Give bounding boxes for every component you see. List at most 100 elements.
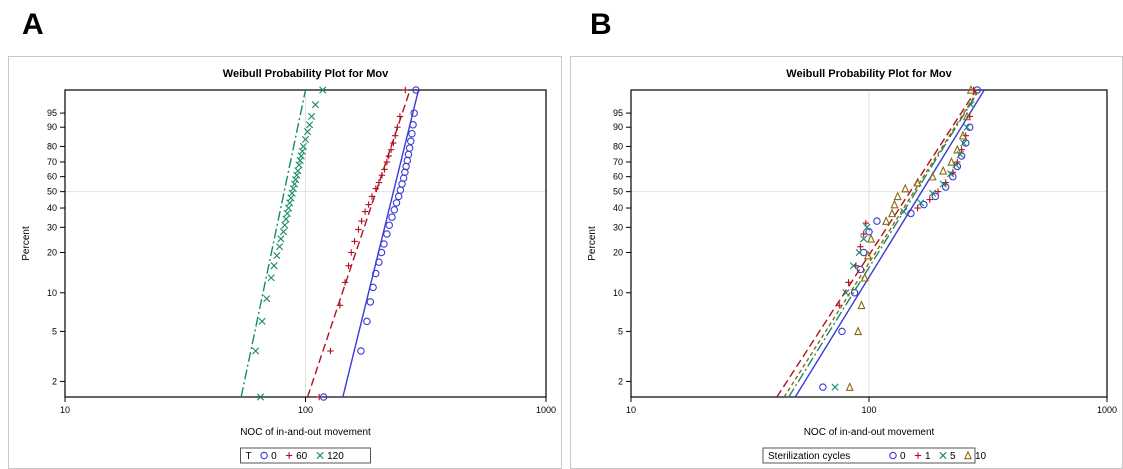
- data-point-60: [341, 279, 349, 286]
- data-point-120: [256, 393, 265, 401]
- data-point-0: [407, 137, 415, 146]
- data-point-120: [288, 189, 296, 197]
- chart-panel-a: Weibull Probability Plot for Mov 2 5 10 20 30…: [8, 56, 562, 469]
- y-tick-label: 95: [47, 108, 57, 118]
- y-tick-label: 2: [618, 376, 623, 386]
- data-point-120: [292, 176, 300, 184]
- legend-label-5: 5: [950, 451, 956, 462]
- data-point-120: [283, 209, 291, 218]
- data-point-120: [289, 184, 297, 193]
- data-point-5: [917, 199, 925, 207]
- panel-letter-a: A: [22, 8, 44, 41]
- data-point-10: [857, 300, 866, 310]
- data-point-10: [953, 144, 962, 154]
- y-tick-label: 60: [47, 172, 57, 182]
- y-tick-label: 2: [52, 376, 57, 386]
- data-point-60: [375, 179, 383, 186]
- data-point-120: [281, 221, 289, 229]
- data-point-1: [949, 169, 957, 176]
- series-0-a: [319, 86, 420, 401]
- data-point-60: [327, 347, 334, 355]
- y-tick-label: 50: [613, 187, 623, 197]
- data-point-10: [860, 272, 869, 282]
- data-point-60: [394, 124, 401, 131]
- weibull-plot-a: Weibull Probability Plot for Mov 2 5 10 20 30…: [21, 68, 556, 464]
- data-point-120: [295, 161, 303, 169]
- data-point-60: [402, 86, 409, 94]
- data-point-120: [311, 101, 320, 109]
- x-tick-label: 10: [60, 405, 70, 415]
- data-point-0: [850, 289, 859, 297]
- data-point-60: [391, 132, 399, 139]
- legend-title: T: [246, 451, 252, 462]
- data-point-0: [962, 139, 970, 147]
- data-point-0: [402, 162, 410, 171]
- data-point-0: [408, 129, 416, 138]
- x-tick-label: 10: [626, 405, 636, 415]
- x-tick-label: 1000: [536, 405, 556, 415]
- data-point-0: [931, 192, 940, 201]
- fit-line-1: [776, 90, 977, 397]
- data-point-10: [901, 183, 910, 193]
- data-point-0: [405, 144, 414, 152]
- data-point-10: [947, 157, 956, 166]
- fit-line-0: [794, 90, 985, 397]
- series-10-b: [783, 84, 979, 397]
- data-point-120: [319, 86, 327, 94]
- y-tick-label: 60: [613, 172, 623, 182]
- data-point-120: [296, 156, 304, 165]
- data-point-0: [375, 258, 383, 266]
- data-point-0: [377, 248, 386, 257]
- series-5-b: [788, 90, 980, 397]
- data-point-120: [273, 251, 281, 260]
- data-point-1: [862, 219, 870, 227]
- data-point-5: [900, 208, 908, 216]
- panel-letter-b: B: [590, 8, 612, 41]
- legend-marker-60: [285, 452, 293, 459]
- legend-label-60: 60: [296, 451, 308, 462]
- data-point-60: [383, 158, 391, 166]
- x-tick-label: 100: [861, 405, 876, 415]
- legend-marker-1: [914, 452, 922, 459]
- data-point-5: [863, 223, 871, 231]
- data-point-60: [368, 193, 376, 200]
- data-point-0: [390, 206, 399, 214]
- data-point-60: [387, 146, 395, 153]
- data-point-10: [962, 111, 972, 121]
- data-point-120: [287, 194, 295, 202]
- chart-panel-b: Weibull Probability Plot for Mov 2 5 10 20 30…: [570, 56, 1123, 469]
- data-point-120: [299, 142, 307, 151]
- data-point-10: [866, 233, 876, 243]
- data-point-0: [920, 200, 928, 209]
- data-point-10: [882, 216, 891, 225]
- data-point-0: [369, 283, 377, 292]
- data-point-5: [960, 139, 968, 147]
- data-point-0: [856, 265, 865, 274]
- y-tick-label: 30: [613, 222, 623, 232]
- y-tick-label: 50: [47, 187, 57, 197]
- data-point-1: [926, 196, 933, 203]
- data-point-0: [380, 240, 388, 248]
- legend-label-0: 0: [271, 451, 277, 462]
- data-point-0: [396, 186, 405, 194]
- data-point-120: [267, 274, 275, 282]
- fit-line-10: [783, 90, 979, 397]
- data-point-0: [357, 347, 365, 355]
- data-point-10: [939, 165, 948, 175]
- legend-label-10: 10: [975, 451, 987, 462]
- y-tick-label: 70: [613, 157, 623, 167]
- data-point-5: [967, 101, 975, 109]
- legend-marker-0: [260, 451, 268, 460]
- series-0-b: [794, 86, 985, 397]
- data-point-60: [361, 208, 369, 215]
- data-point-120: [263, 295, 271, 303]
- y-tick-label: 10: [613, 288, 623, 298]
- data-point-0: [401, 168, 409, 177]
- data-point-0: [859, 248, 868, 257]
- y-tick-label: 40: [613, 203, 623, 213]
- data-point-0: [838, 327, 846, 336]
- data-point-10: [854, 326, 863, 336]
- data-point-0: [873, 217, 881, 225]
- data-point-0: [865, 227, 873, 236]
- data-point-60: [378, 172, 386, 179]
